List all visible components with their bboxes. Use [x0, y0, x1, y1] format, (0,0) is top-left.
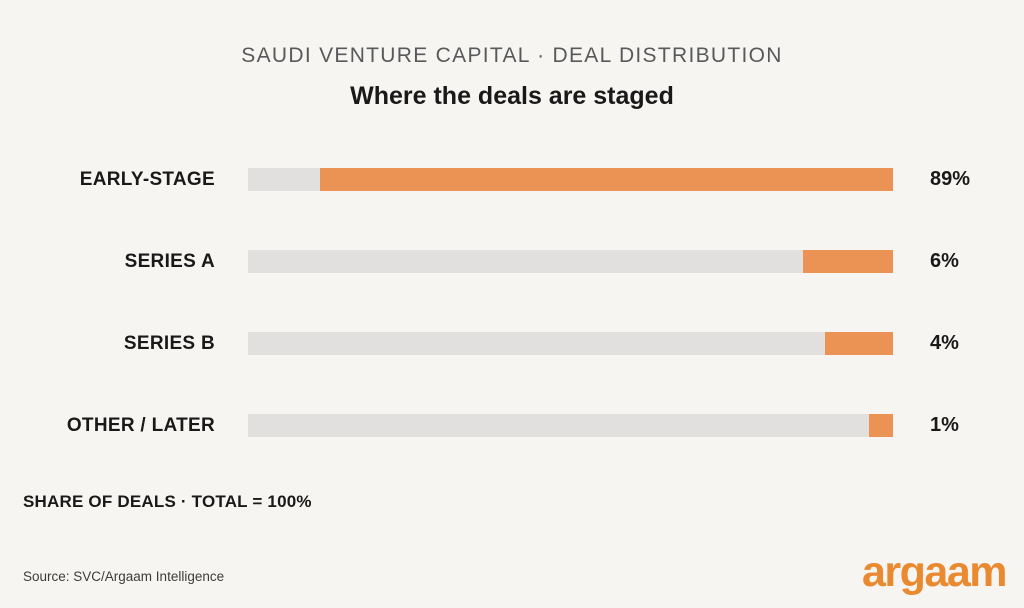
category-label: OTHER / LATER: [66, 414, 215, 436]
bar-track: [248, 414, 893, 437]
bar-fill: [803, 250, 893, 273]
bar-fill: [320, 168, 893, 191]
bar-row: SERIES A 6%: [0, 250, 1024, 273]
bar-track: [248, 250, 893, 273]
chart-note: SHARE OF DEALS · TOTAL = 100%: [23, 492, 312, 511]
page-title: Where the deals are staged: [350, 82, 674, 110]
bar-row: SERIES B 4%: [0, 332, 1024, 355]
argaam-logo: argaam: [862, 548, 1007, 596]
value-label: 89%: [930, 168, 971, 190]
source-text: Source: SVC/Argaam Intelligence: [23, 569, 225, 584]
chart-subtitle: SAUDI VENTURE CAPITAL · DEAL DISTRIBUTIO…: [241, 44, 783, 67]
bar-row: OTHER / LATER 1%: [0, 414, 1024, 437]
bar-track: [248, 332, 893, 355]
bar-row: EARLY-STAGE 89%: [0, 168, 1024, 191]
value-label: 1%: [930, 414, 959, 436]
bar-chart: EARLY-STAGE 89% SERIES A 6% SERIES B 4% …: [0, 168, 1024, 437]
category-label: SERIES A: [124, 250, 215, 272]
bar-fill: [869, 414, 893, 437]
category-label: SERIES B: [123, 332, 215, 354]
value-label: 6%: [930, 250, 959, 272]
bar-fill: [825, 332, 893, 355]
category-label: EARLY-STAGE: [79, 168, 215, 190]
value-label: 4%: [930, 332, 959, 354]
bar-track: [248, 168, 893, 191]
